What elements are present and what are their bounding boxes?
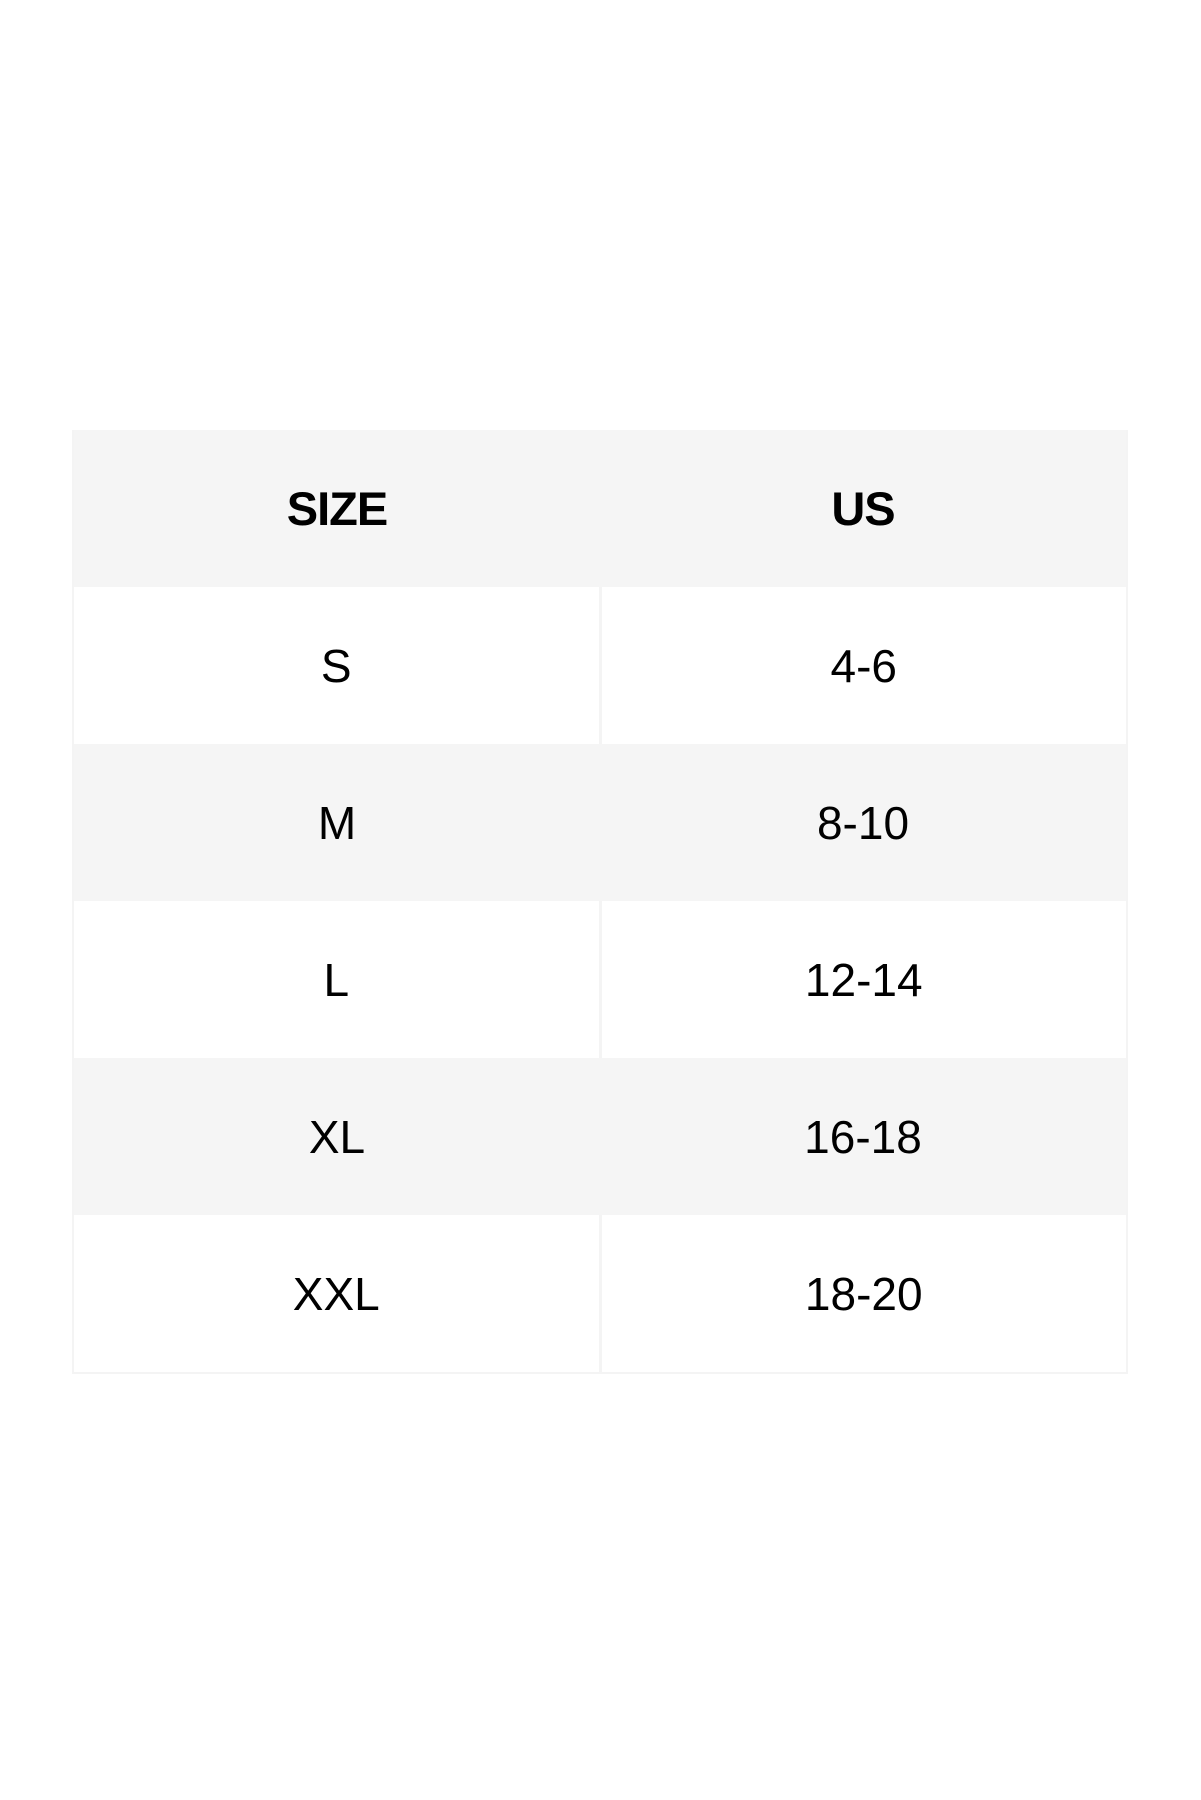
header-size: SIZE xyxy=(74,430,600,587)
size-cell: L xyxy=(74,901,599,1058)
size-cell: M xyxy=(74,744,600,901)
size-cell: S xyxy=(74,587,599,744)
table-row: XL 16-18 xyxy=(74,1058,1126,1215)
table-row: XXL 18-20 xyxy=(74,1215,1126,1372)
size-chart-table: SIZE US S 4-6 M 8-10 L 12-14 XL 16-18 XX… xyxy=(72,430,1128,1374)
table-header-row: SIZE US xyxy=(74,430,1126,587)
size-cell: XXL xyxy=(74,1215,599,1372)
table-row: S 4-6 xyxy=(74,587,1126,744)
us-cell: 4-6 xyxy=(601,587,1126,744)
us-cell: 12-14 xyxy=(601,901,1126,1058)
header-us: US xyxy=(600,430,1126,587)
table-row: L 12-14 xyxy=(74,901,1126,1058)
table-row: M 8-10 xyxy=(74,744,1126,901)
us-cell: 8-10 xyxy=(600,744,1126,901)
us-cell: 16-18 xyxy=(600,1058,1126,1215)
size-cell: XL xyxy=(74,1058,600,1215)
us-cell: 18-20 xyxy=(601,1215,1126,1372)
